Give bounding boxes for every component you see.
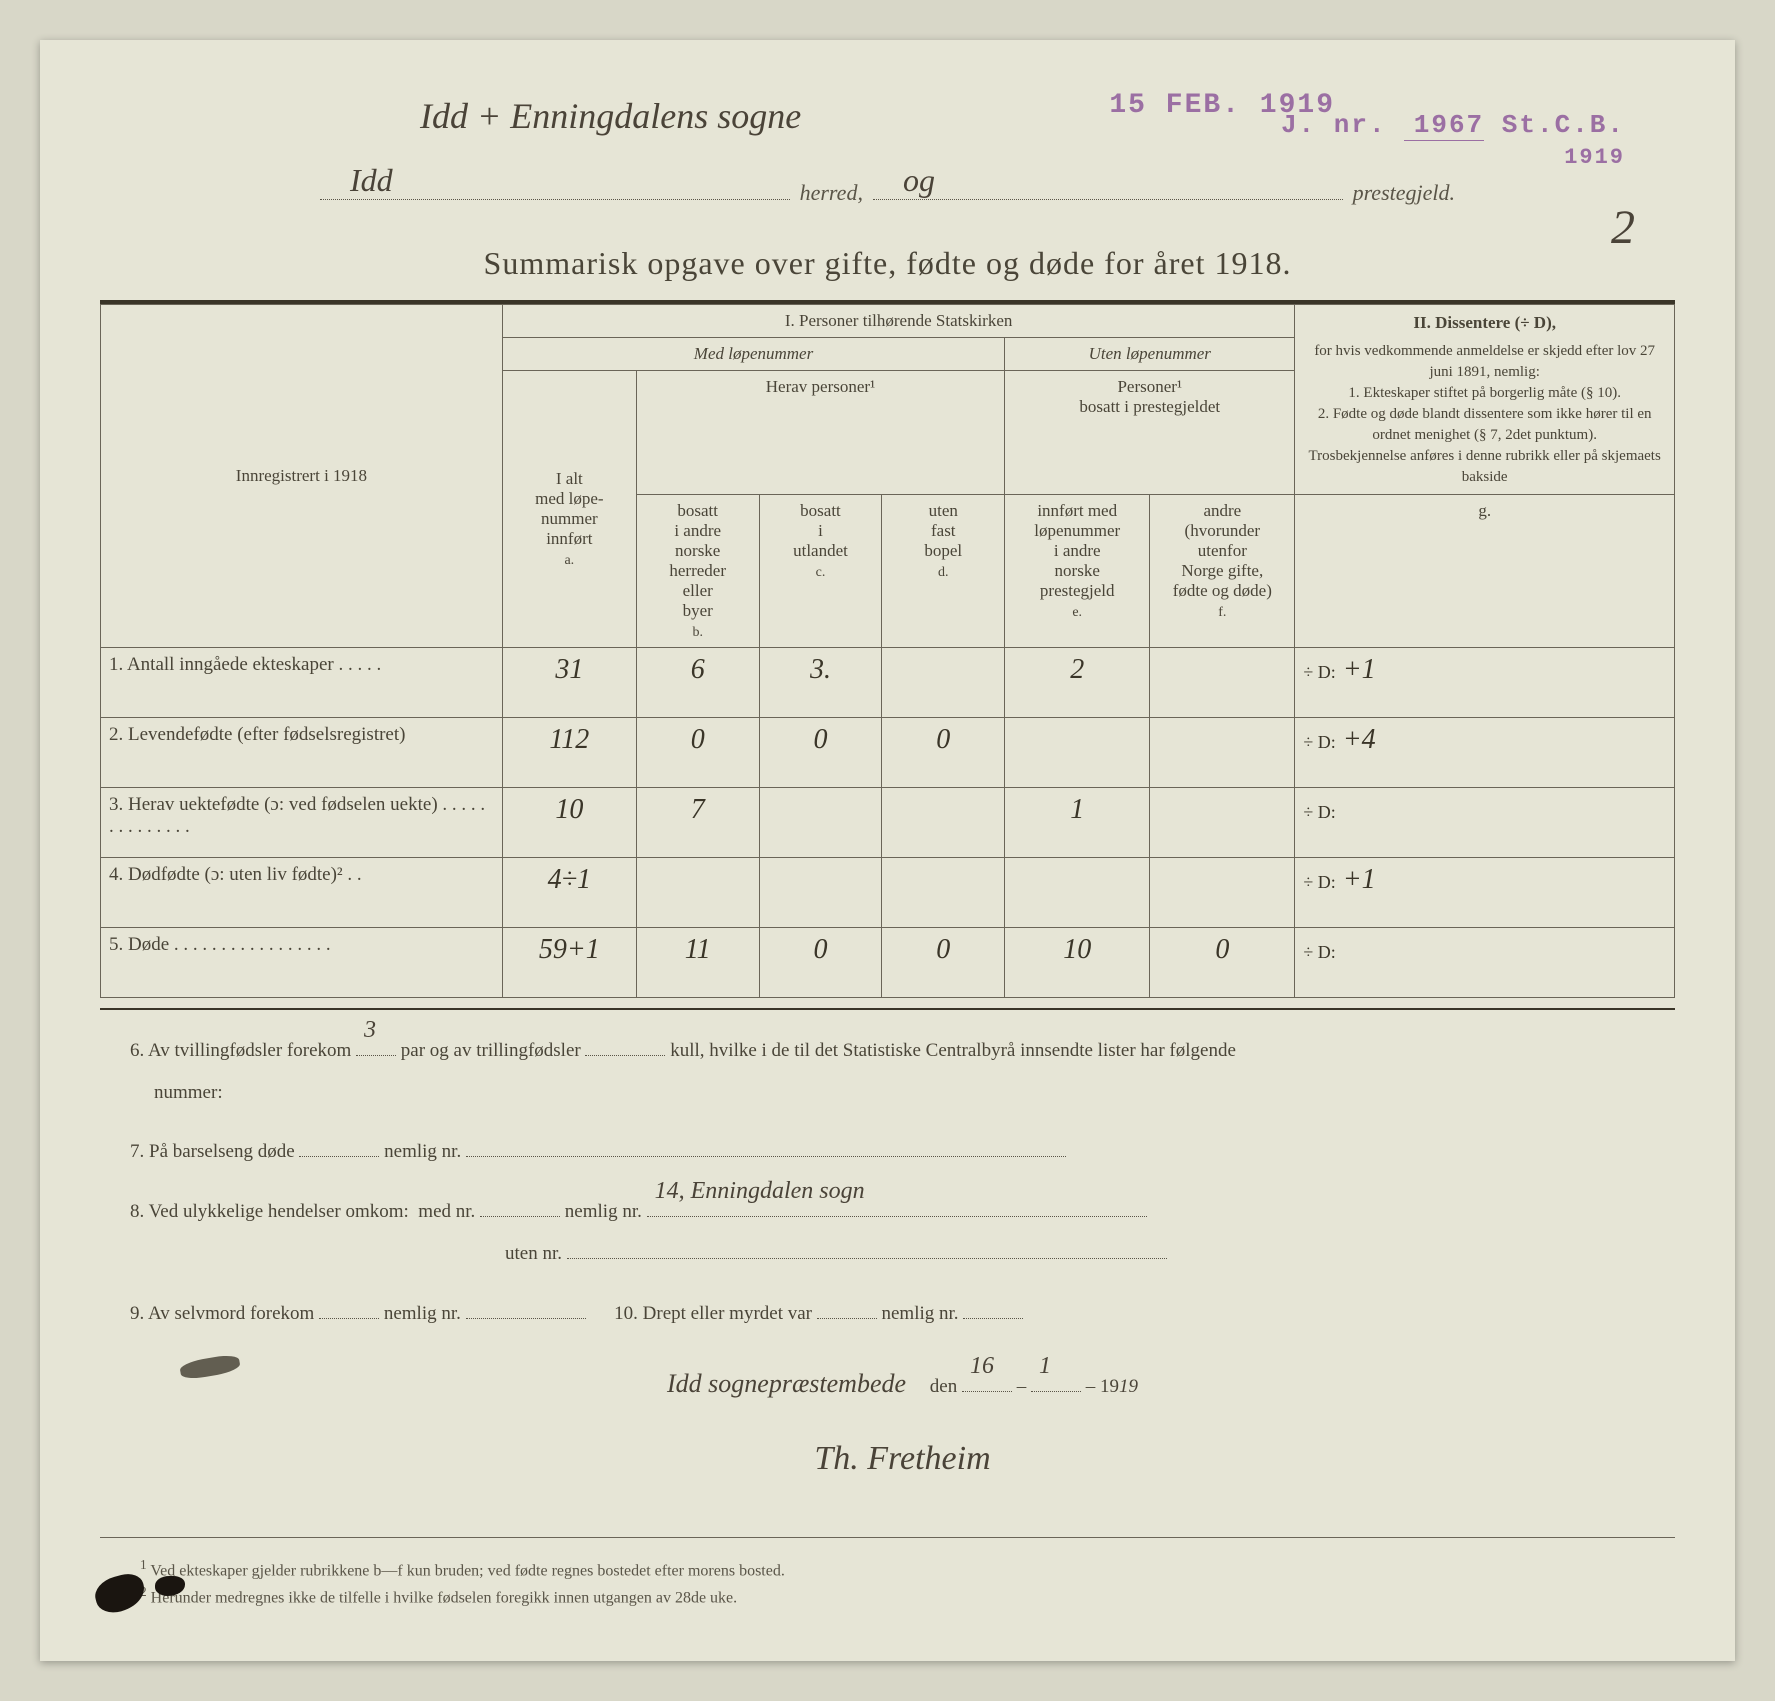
- date-day: 16: [970, 1340, 994, 1393]
- row5-c: 0: [759, 927, 882, 997]
- footnote-1: 1 Ved ekteskaper gjelder rubrikkene b—f …: [140, 1557, 1675, 1580]
- line8-value: 14, Enningdalen sogn: [655, 1165, 865, 1218]
- row4-b: [636, 857, 759, 927]
- date-year: 19: [1119, 1376, 1138, 1397]
- table-row: 3. Herav uektefødte (ɔ: ved fødselen uek…: [101, 787, 1675, 857]
- header-innregistrert: Innregistrert i 1918: [101, 305, 503, 648]
- table-header: Innregistrert i 1918 I. Personer tilhøre…: [101, 305, 1675, 648]
- row2-f: [1150, 717, 1295, 787]
- line9-10: 9. Av selvmord forekom nemlig nr. 10. Dr…: [130, 1293, 1675, 1335]
- place: Idd sognepræstembede: [667, 1369, 906, 1398]
- header-area: Idd + Enningdalens sogne 15 FEB. 1919 J.…: [100, 90, 1675, 290]
- section2-body: for hvis vedkommende anmeldelse er skjed…: [1303, 341, 1666, 488]
- main-table: Innregistrert i 1918 I. Personer tilhøre…: [100, 304, 1675, 998]
- row2-a: 112: [502, 717, 636, 787]
- row1-d: [882, 647, 1005, 717]
- row3-g: ÷ D:: [1295, 787, 1675, 857]
- herred-value: Idd: [350, 162, 393, 199]
- row2-b: 0: [636, 717, 759, 787]
- journal-number-stamp: J. nr. 1967 St.C.B. 1919: [1281, 110, 1625, 170]
- row4-a: 4÷1: [502, 857, 636, 927]
- row1-b: 6: [636, 647, 759, 717]
- jnr-suffix: St.C.B.: [1502, 110, 1625, 140]
- header-uten-lopenummer: Uten løpenummer: [1005, 338, 1295, 371]
- row4-f: [1150, 857, 1295, 927]
- row2-label: 2. Levendefødte (efter fødselsregistret): [101, 717, 503, 787]
- row4-c: [759, 857, 882, 927]
- row2-e: [1005, 717, 1150, 787]
- row5-f: 0: [1150, 927, 1295, 997]
- row5-a: 59+1: [502, 927, 636, 997]
- jnr-number: 1967: [1404, 110, 1484, 141]
- signature: Th. Fretheim: [130, 1422, 1675, 1497]
- signature-area: Idd sognepræstembede den 16 – 1 – 1919 T…: [130, 1355, 1675, 1497]
- line6-value: 3: [364, 1004, 376, 1057]
- row4-e: [1005, 857, 1150, 927]
- row5-label: 5. Døde . . . . . . . . . . . . . . . . …: [101, 927, 503, 997]
- table-body: 1. Antall inngåede ekteskaper . . . . . …: [101, 647, 1675, 997]
- row3-label: 3. Herav uektefødte (ɔ: ved fødselen uek…: [101, 787, 503, 857]
- lower-section: 6. Av tvillingfødsler forekom 3 par og a…: [100, 1030, 1675, 1497]
- row1-g: ÷ D: +1: [1295, 647, 1675, 717]
- footnote-2: 2 Herunder medregnes ikke de tilfelle i …: [140, 1584, 1675, 1607]
- header-col-b: bosatt i andre norske herreder eller bye…: [636, 494, 759, 647]
- date-month: 1: [1039, 1340, 1051, 1393]
- row3-f: [1150, 787, 1295, 857]
- row3-c: [759, 787, 882, 857]
- header-section1: I. Personer tilhørende Statskirken: [502, 305, 1295, 338]
- header-col-e: innført med løpenummer i andre norske pr…: [1005, 494, 1150, 647]
- prestegjeld-value: og: [903, 162, 935, 199]
- row1-a: 31: [502, 647, 636, 717]
- row3-e: 1: [1005, 787, 1150, 857]
- location-line: Idd herred, og prestegjeld.: [320, 180, 1455, 206]
- document-page: Idd + Enningdalens sogne 15 FEB. 1919 J.…: [40, 40, 1735, 1661]
- table-row: 2. Levendefødte (efter fødselsregistret)…: [101, 717, 1675, 787]
- table-row: 4. Dødfødte (ɔ: uten liv fødte)² . . 4÷1…: [101, 857, 1675, 927]
- row4-d: [882, 857, 1005, 927]
- table-row: 5. Døde . . . . . . . . . . . . . . . . …: [101, 927, 1675, 997]
- jnr-prefix: J. nr.: [1281, 110, 1387, 140]
- row3-a: 10: [502, 787, 636, 857]
- section2-title: II. Dissentere (÷ D),: [1413, 313, 1556, 332]
- row1-label: 1. Antall inngåede ekteskaper . . . . .: [101, 647, 503, 717]
- row4-label: 4. Dødfødte (ɔ: uten liv fødte)² . .: [101, 857, 503, 927]
- header-personer-bosatt: Personer¹ bosatt i prestegjeldet: [1005, 371, 1295, 495]
- header-col-f: andre (hvorunder utenfor Norge gifte, fø…: [1150, 494, 1295, 647]
- jnr-year: 1919: [1281, 145, 1625, 170]
- footnotes: 1 Ved ekteskaper gjelder rubrikkene b—f …: [100, 1537, 1675, 1608]
- row5-d: 0: [882, 927, 1005, 997]
- row1-c: 3.: [759, 647, 882, 717]
- row1-f: [1150, 647, 1295, 717]
- header-herav-personer: Herav personer¹: [636, 371, 1004, 495]
- row5-e: 10: [1005, 927, 1150, 997]
- line6: 6. Av tvillingfødsler forekom 3 par og a…: [130, 1030, 1675, 1114]
- prestegjeld-label: prestegjeld.: [1353, 180, 1455, 206]
- header-col-c: bosatt i utlandetc.: [759, 494, 882, 647]
- row2-g: ÷ D: +4: [1295, 717, 1675, 787]
- row1-e: 2: [1005, 647, 1150, 717]
- herred-label: herred,: [800, 180, 863, 206]
- header-col-a: I alt med løpe- nummer innførta.: [502, 371, 636, 648]
- row5-b: 11: [636, 927, 759, 997]
- table-row: 1. Antall inngåede ekteskaper . . . . . …: [101, 647, 1675, 717]
- row3-b: 7: [636, 787, 759, 857]
- line8: 8. Ved ulykkelige hendelser omkom: med n…: [130, 1191, 1675, 1275]
- header-section2: II. Dissentere (÷ D), for hvis vedkommen…: [1295, 305, 1675, 495]
- header-col-g: g.: [1295, 494, 1675, 647]
- main-title: Summarisk opgave over gifte, fødte og dø…: [100, 245, 1675, 282]
- row4-g: ÷ D: +1: [1295, 857, 1675, 927]
- row3-d: [882, 787, 1005, 857]
- rule: [100, 1008, 1675, 1010]
- row5-g: ÷ D:: [1295, 927, 1675, 997]
- row2-d: 0: [882, 717, 1005, 787]
- header-col-d: uten fast bopeld.: [882, 494, 1005, 647]
- line7: 7. På barselseng døde nemlig nr.: [130, 1131, 1675, 1173]
- header-med-lopenummer: Med løpenummer: [502, 338, 1004, 371]
- row2-c: 0: [759, 717, 882, 787]
- handwritten-title: Idd + Enningdalens sogne: [420, 95, 801, 137]
